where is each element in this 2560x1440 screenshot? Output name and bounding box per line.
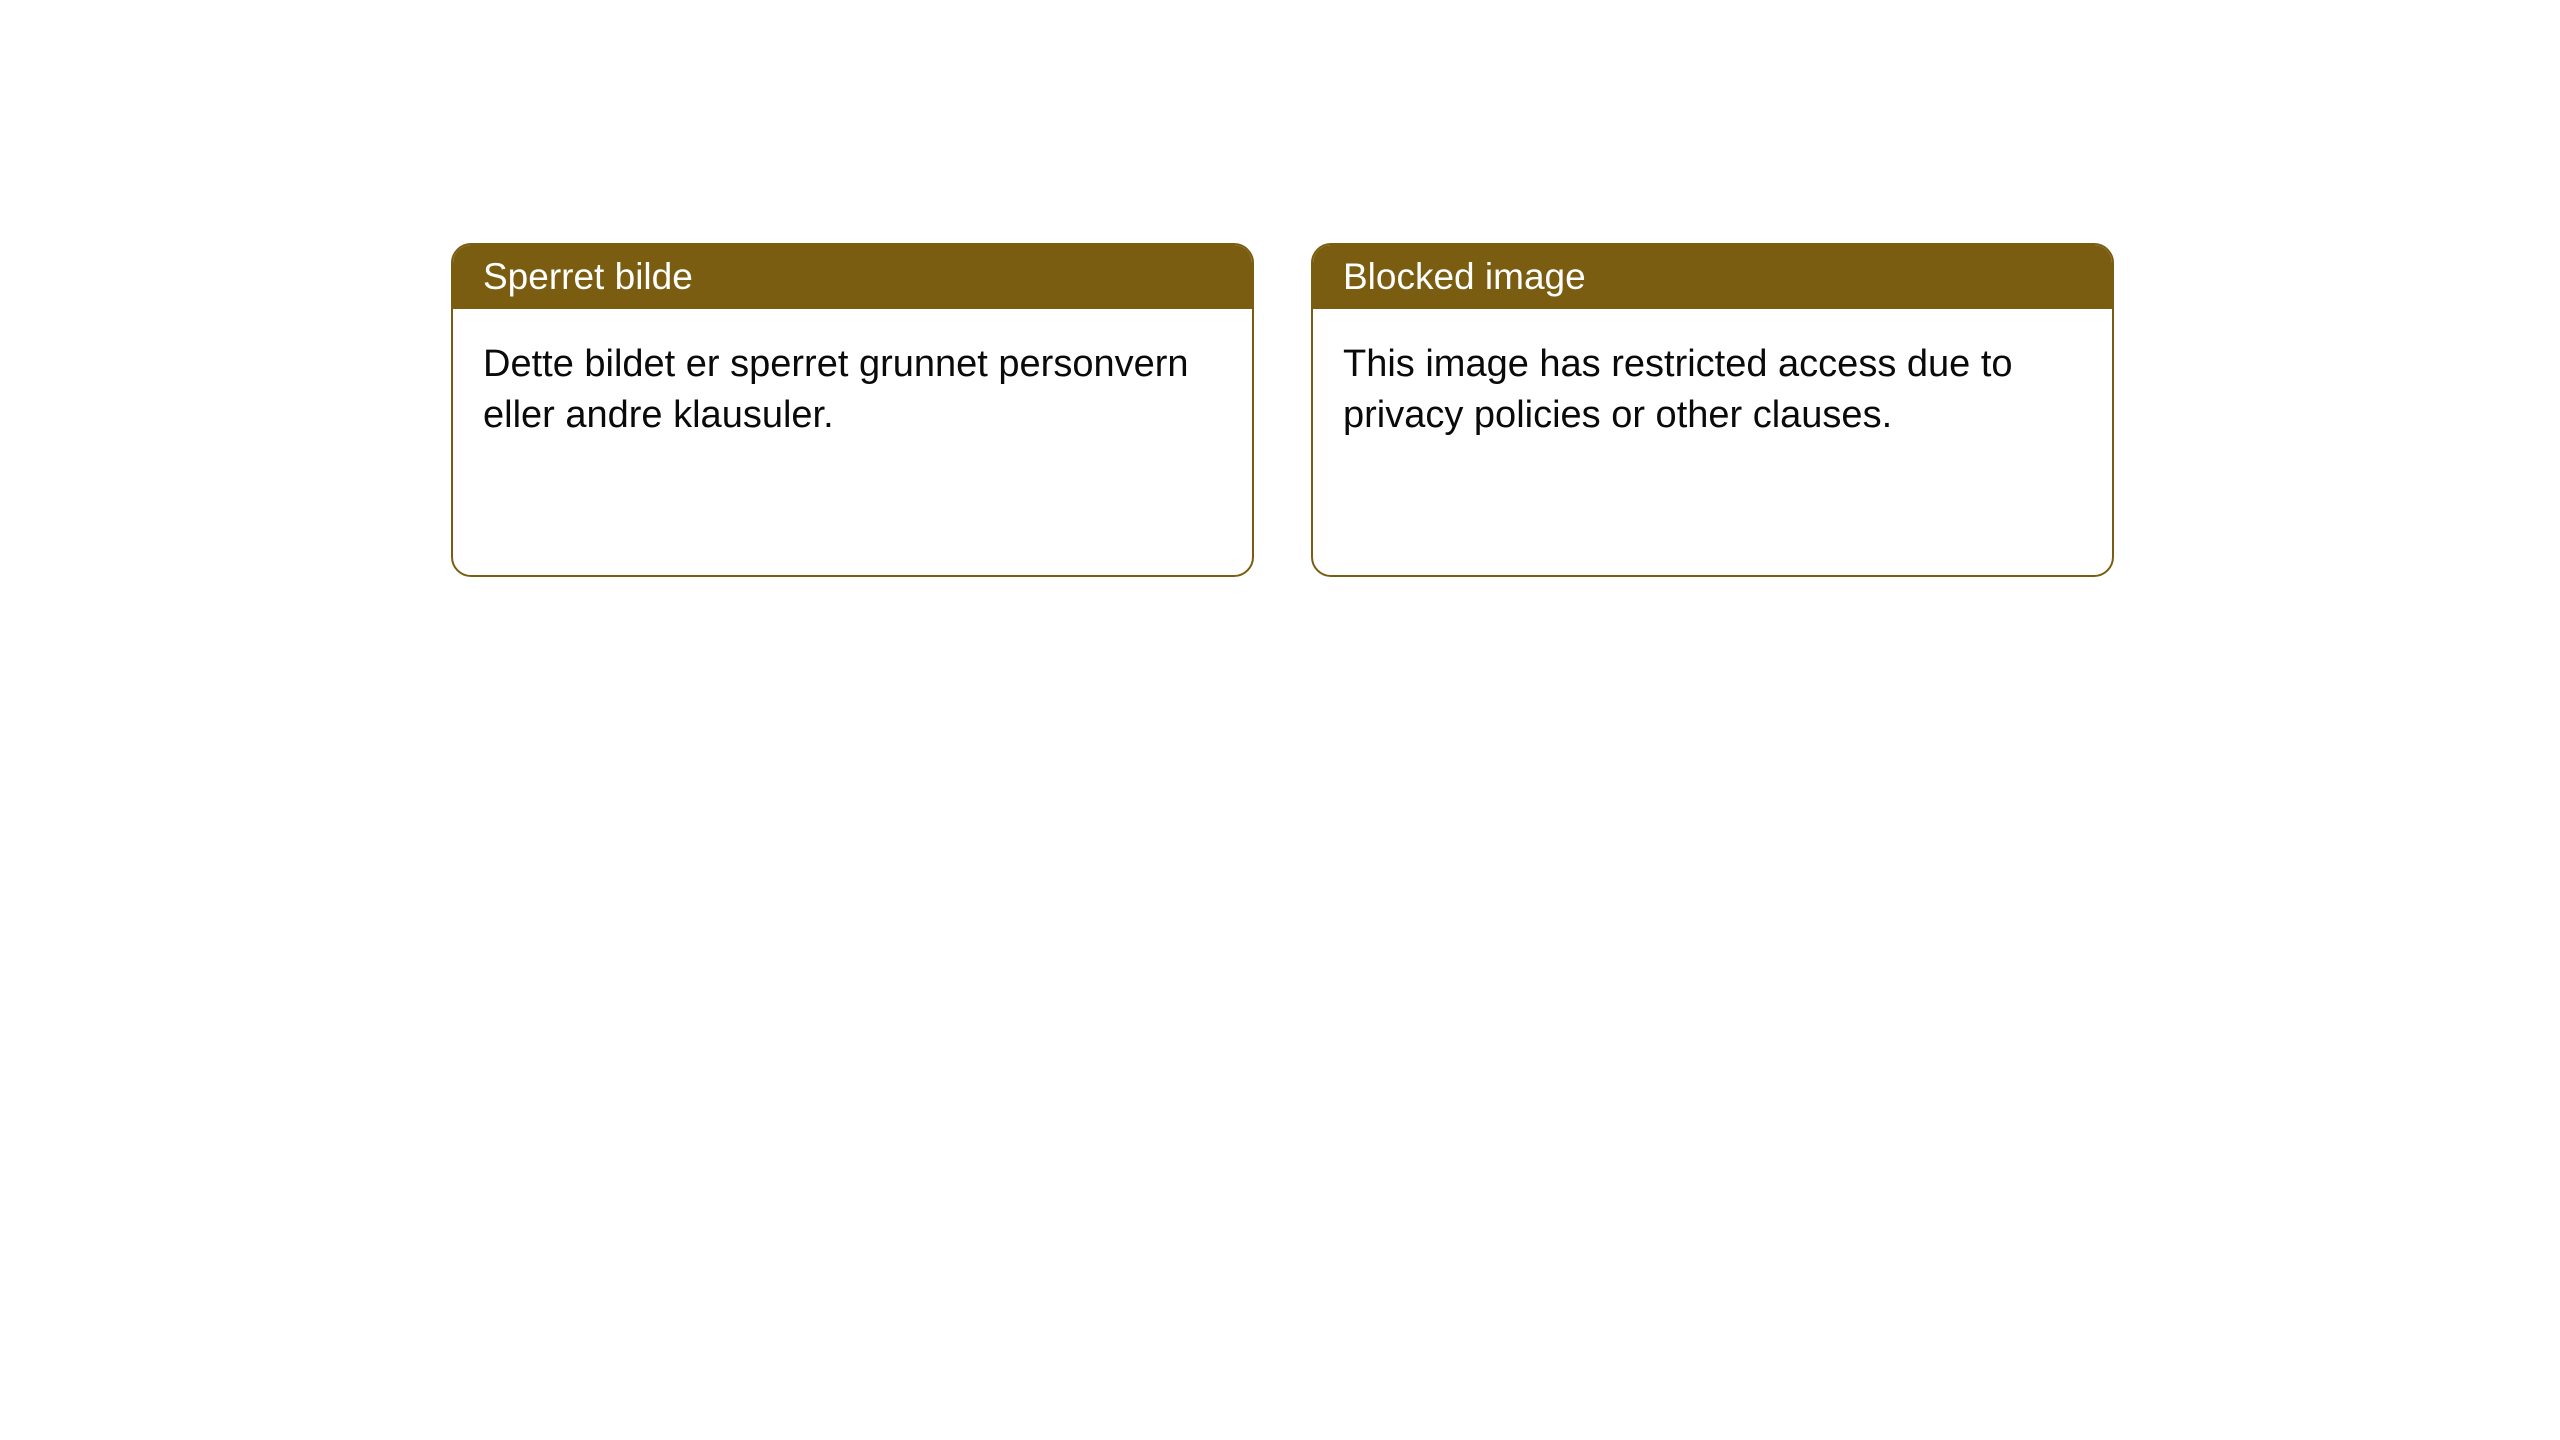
notice-cards-container: Sperret bilde Dette bildet er sperret gr…	[451, 243, 2114, 577]
notice-card-header-no: Sperret bilde	[453, 245, 1252, 309]
notice-card-header-en: Blocked image	[1313, 245, 2112, 309]
notice-card-body-en: This image has restricted access due to …	[1313, 309, 2112, 472]
notice-card-no: Sperret bilde Dette bildet er sperret gr…	[451, 243, 1254, 577]
notice-card-body-no: Dette bildet er sperret grunnet personve…	[453, 309, 1252, 472]
notice-card-en: Blocked image This image has restricted …	[1311, 243, 2114, 577]
